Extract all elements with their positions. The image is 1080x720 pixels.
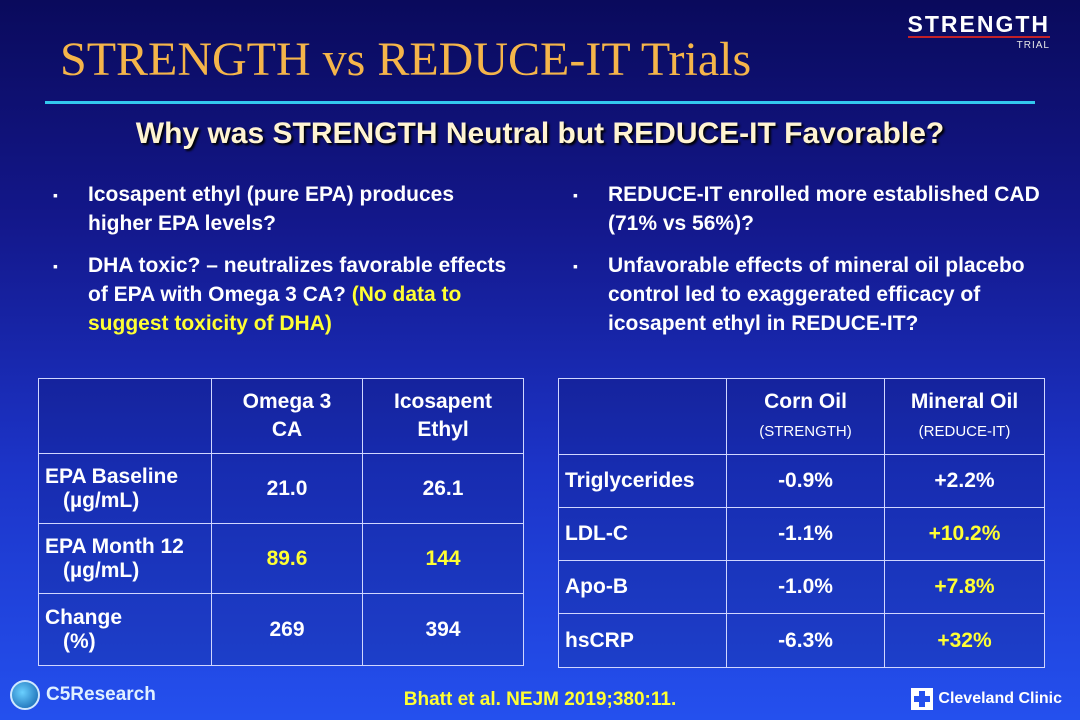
bullet-text: DHA toxic? – neutralizes favorable effec…: [88, 254, 507, 306]
table-row: LDL-C -1.1% +10.2%: [558, 507, 1045, 561]
column-header: Omega 3 CA: [211, 378, 363, 454]
row-unit: (µg/mL): [63, 488, 140, 512]
bullet-text: Unfavorable effects of mineral oil place…: [608, 254, 1025, 335]
row-label: Triglycerides: [558, 454, 727, 508]
column-header-line2: (REDUCE-IT): [918, 422, 1011, 440]
cleveland-clinic-text: Cleveland Clinic: [938, 690, 1062, 707]
column-header: Mineral Oil (REDUCE-IT): [884, 378, 1045, 455]
column-header-line2: (STRENGTH): [759, 422, 852, 440]
row-unit: (%): [63, 629, 96, 653]
empty-header-cell: [558, 378, 727, 455]
table-cell-highlight: 144: [362, 523, 524, 594]
bullet-highlight-text: (No data to suggest toxicity of DHA): [88, 283, 462, 335]
placebo-effects-table: Corn Oil (STRENGTH) Mineral Oil (REDUCE-…: [558, 378, 1045, 668]
table-cell-highlight: +7.8%: [884, 560, 1045, 614]
slide-title: STRENGTH vs REDUCE-IT Trials: [60, 33, 752, 86]
bullet-item: ▪ Unfavorable effects of mineral oil pla…: [573, 251, 1043, 338]
table-cell: 394: [362, 593, 524, 666]
table-row: hsCRP -6.3% +32%: [558, 613, 1045, 668]
column-header-line1: Corn Oil: [764, 389, 847, 413]
row-label: EPA Baseline (µg/mL): [38, 453, 212, 524]
c5-globe-icon: [10, 680, 40, 710]
table-cell: 269: [211, 593, 363, 666]
table-row: Triglycerides -0.9% +2.2%: [558, 454, 1045, 508]
column-header: Icosapent Ethyl: [362, 378, 524, 454]
bullet-marker-icon: ▪: [53, 187, 58, 203]
column-header-line2: Ethyl: [417, 418, 469, 441]
bullet-marker-icon: ▪: [573, 187, 578, 203]
table-cell-highlight: 89.6: [211, 523, 363, 594]
slide-subtitle: Why was STRENGTH Neutral but REDUCE-IT F…: [135, 117, 945, 150]
column-header: Corn Oil (STRENGTH): [726, 378, 885, 455]
bullet-marker-icon: ▪: [53, 258, 58, 274]
c5-logo-text: C5Research: [46, 684, 156, 705]
strength-trial-logo: STRENGTH TRIAL: [907, 11, 1050, 51]
column-header-line1: Icosapent: [393, 390, 493, 413]
table-header-row: Omega 3 CA Icosapent Ethyl: [38, 378, 524, 454]
column-header-line2: CA: [271, 418, 303, 441]
citation: Bhatt et al. NEJM 2019;380:11.: [403, 689, 677, 710]
row-label: Apo-B: [558, 560, 727, 614]
strength-logo-text: STRENGTH: [907, 11, 1050, 38]
table-row: EPA Month 12 (µg/mL) 89.6 144: [38, 523, 524, 594]
empty-header-cell: [38, 378, 212, 454]
row-unit: (µg/mL): [63, 558, 140, 582]
column-header-line1: Omega 3: [242, 390, 332, 413]
table-row: Apo-B -1.0% +7.8%: [558, 560, 1045, 614]
row-label-text: Change: [45, 605, 123, 629]
row-label: hsCRP: [558, 613, 727, 668]
c5research-logo: C5Research: [10, 680, 156, 710]
cleveland-clinic-logo: Cleveland Clinic: [911, 688, 1062, 710]
bullet-marker-icon: ▪: [573, 258, 578, 274]
row-label: Change (%): [38, 593, 212, 666]
table-cell: 21.0: [211, 453, 363, 524]
bullet-item: ▪ DHA toxic? – neutralizes favorable eff…: [53, 251, 523, 338]
bullet-text: REDUCE-IT enrolled more established CAD …: [608, 183, 1040, 235]
table-cell: -1.0%: [726, 560, 885, 614]
row-label: EPA Month 12 (µg/mL): [38, 523, 212, 594]
title-divider: [45, 101, 1035, 104]
epa-levels-table: Omega 3 CA Icosapent Ethyl EPA Baseline …: [38, 378, 524, 666]
table-cell: +2.2%: [884, 454, 1045, 508]
table-row: EPA Baseline (µg/mL) 21.0 26.1: [38, 453, 524, 524]
table-header-row: Corn Oil (STRENGTH) Mineral Oil (REDUCE-…: [558, 378, 1045, 455]
column-header-line1: Mineral Oil: [910, 389, 1019, 413]
table-cell-highlight: +10.2%: [884, 507, 1045, 561]
bullet-item: ▪ Icosapent ethyl (pure EPA) produces hi…: [53, 180, 523, 238]
bullet-text: Icosapent ethyl (pure EPA) produces high…: [88, 183, 455, 235]
strength-logo-subtext: TRIAL: [1016, 40, 1050, 51]
left-bullet-list: ▪ Icosapent ethyl (pure EPA) produces hi…: [53, 180, 523, 351]
table-cell: -0.9%: [726, 454, 885, 508]
row-label: LDL-C: [558, 507, 727, 561]
right-bullet-list: ▪ REDUCE-IT enrolled more established CA…: [573, 180, 1043, 351]
cross-icon: [911, 688, 934, 710]
table-cell: -6.3%: [726, 613, 885, 668]
bullet-item: ▪ REDUCE-IT enrolled more established CA…: [573, 180, 1043, 238]
row-label-text: EPA Baseline: [45, 464, 179, 488]
table-cell: 26.1: [362, 453, 524, 524]
table-cell-highlight: +32%: [884, 613, 1045, 668]
row-label-text: EPA Month 12: [45, 534, 184, 558]
table-row: Change (%) 269 394: [38, 593, 524, 666]
table-cell: -1.1%: [726, 507, 885, 561]
